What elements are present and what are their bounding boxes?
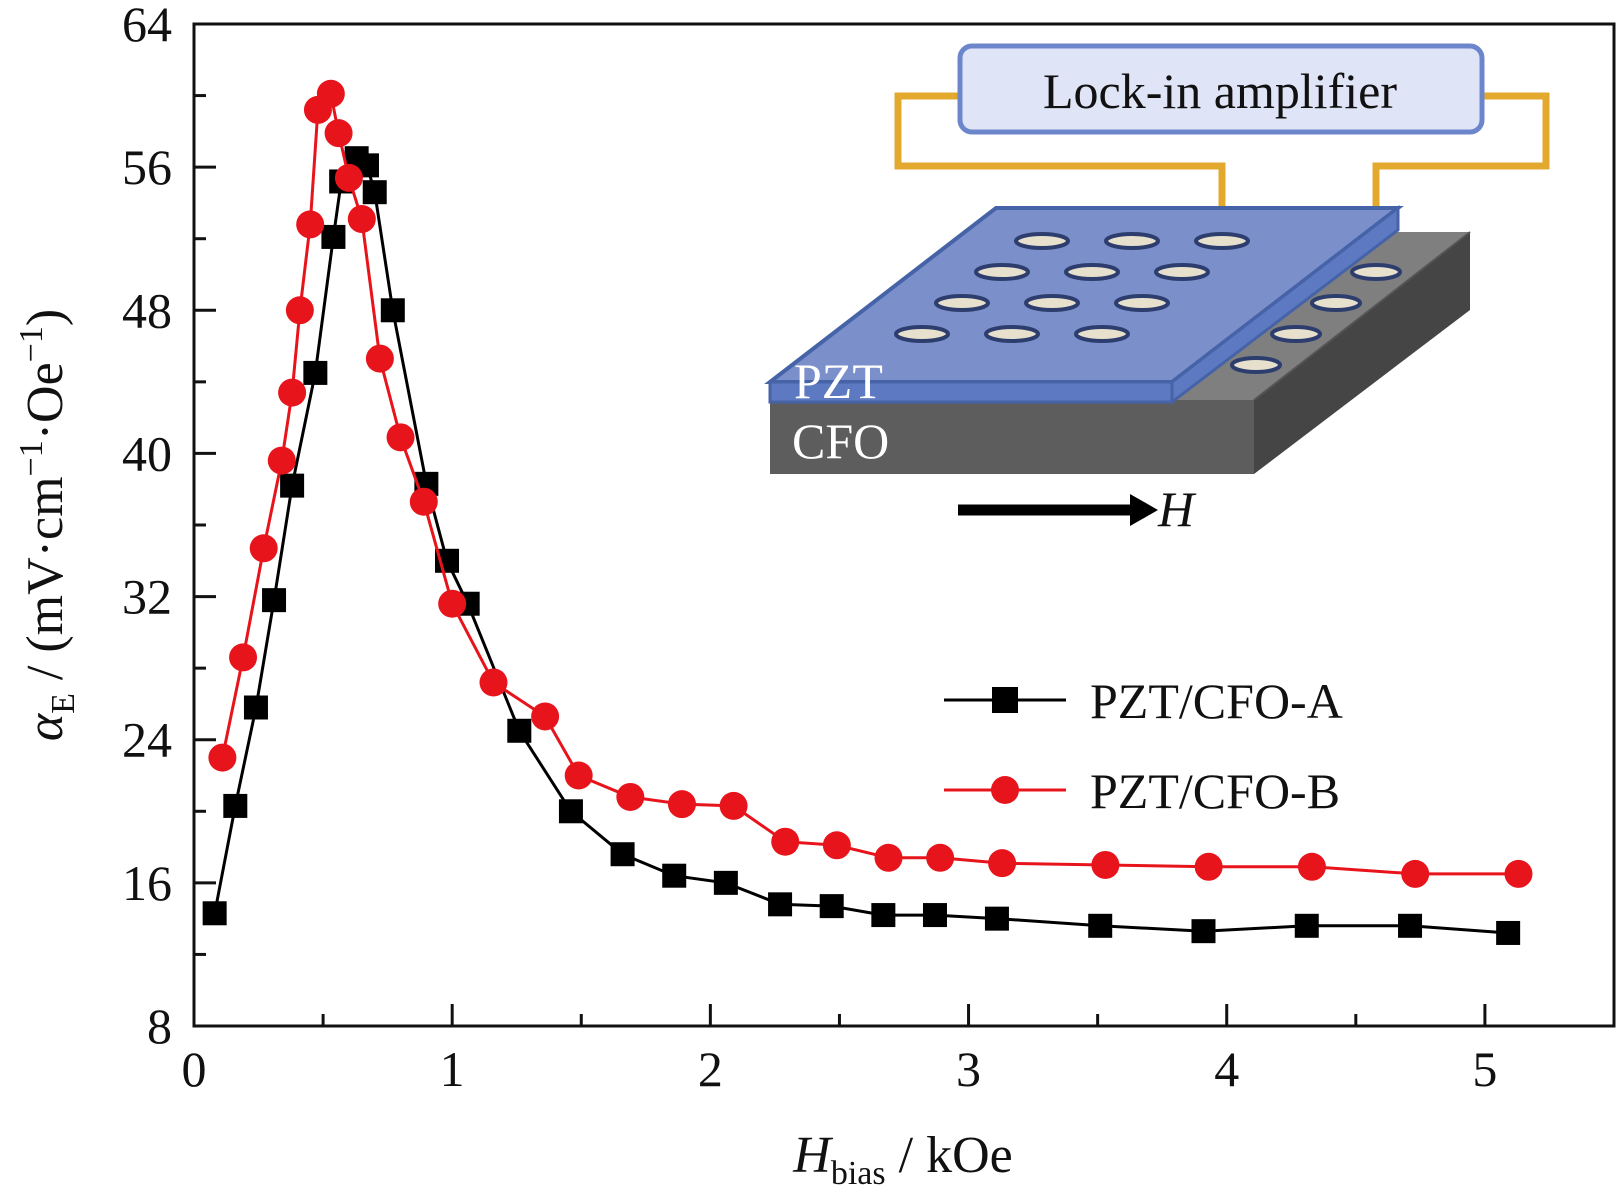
data-point [1504, 859, 1533, 888]
data-point [303, 360, 328, 385]
data-point [719, 791, 748, 820]
data-point [984, 906, 1009, 931]
data-point [819, 894, 844, 919]
data-point [1401, 859, 1430, 888]
data-point [296, 210, 325, 239]
data-point [871, 903, 896, 928]
legend-marker-a [992, 687, 1018, 713]
y-tick-label: 64 [122, 0, 172, 52]
pzt-electrodes [894, 232, 1250, 343]
series-line [213, 156, 1509, 935]
data-point [507, 718, 532, 743]
data-point [1398, 913, 1423, 938]
data-point [1194, 852, 1223, 881]
data-point [267, 446, 296, 475]
data-point [262, 588, 287, 613]
data-series [202, 79, 1533, 945]
lock-in-amplifier-box [957, 43, 1485, 135]
data-point [874, 843, 903, 872]
data-point [324, 119, 353, 148]
field-arrow-head [1130, 494, 1158, 526]
data-point [479, 668, 508, 697]
series-b [208, 79, 1533, 888]
x-tick-label: 4 [1214, 1041, 1239, 1097]
data-point [1496, 920, 1521, 945]
data-point [278, 378, 307, 407]
y-axis: 8 16 24 32 40 48 56 64 [122, 0, 216, 1054]
data-point [223, 793, 248, 818]
data-point [334, 163, 363, 192]
data-point [285, 296, 314, 325]
inset-schematic: Lock-in amplifier [764, 43, 1550, 537]
y-tick-label: 16 [122, 855, 172, 911]
data-point [616, 782, 645, 811]
data-point [564, 761, 593, 790]
lock-in-amplifier-label: Lock-in amplifier [1043, 63, 1397, 119]
data-point [926, 843, 955, 872]
data-point [1091, 850, 1120, 879]
cfo-layer-label: CFO [792, 413, 889, 469]
data-point [409, 487, 438, 516]
data-point [1297, 852, 1326, 881]
data-point [316, 79, 345, 108]
series-a [202, 146, 1521, 945]
data-point [822, 831, 851, 860]
data-point [321, 224, 346, 249]
y-tick-label: 56 [122, 139, 172, 195]
pzt-front-face [768, 380, 1174, 404]
x-axis-label: Hbias / kOe [792, 1127, 1012, 1190]
cfo-front-face [770, 400, 1254, 474]
x-tick-label: 5 [1472, 1041, 1497, 1097]
y-tick-label: 40 [122, 425, 172, 481]
data-point [365, 344, 394, 373]
data-point [202, 901, 227, 926]
pzt-layer-label: PZT [794, 353, 883, 409]
data-point [768, 892, 793, 917]
data-point [771, 827, 800, 856]
data-point [713, 870, 738, 895]
data-point [438, 589, 467, 618]
data-point [347, 205, 376, 234]
data-point [280, 473, 305, 498]
y-tick-label: 32 [122, 569, 172, 625]
data-point [662, 863, 687, 888]
x-tick-label: 0 [182, 1041, 207, 1097]
data-point [229, 643, 258, 672]
y-tick-label: 8 [147, 998, 172, 1054]
data-point [362, 180, 387, 205]
plot-frame [192, 22, 1616, 1028]
data-point [531, 702, 560, 731]
data-point [558, 799, 583, 824]
data-point [1088, 913, 1113, 938]
data-point [208, 743, 237, 772]
cfo-electrodes [1230, 263, 1402, 374]
data-point [988, 849, 1017, 878]
x-axis: 0 1 2 3 4 5 [182, 1004, 1497, 1097]
data-point [922, 903, 947, 928]
x-tick-label: 1 [440, 1041, 465, 1097]
right-wire [1372, 92, 1550, 270]
x-tick-label: 2 [698, 1041, 723, 1097]
field-label: H [1157, 481, 1197, 537]
y-axis-label: αE / (mV·cm−1·Oe−1) [13, 309, 82, 741]
data-point [610, 842, 635, 867]
data-point [243, 695, 268, 720]
legend-marker-b [991, 776, 1019, 804]
data-point [1294, 913, 1319, 938]
legend-label-a: PZT/CFO-A [1090, 673, 1343, 729]
y-tick-label: 24 [122, 712, 172, 768]
data-point [380, 298, 405, 323]
data-point [386, 423, 415, 452]
data-point [667, 790, 696, 819]
legend: PZT/CFO-A PZT/CFO-B [944, 673, 1343, 819]
data-point [1191, 919, 1216, 944]
data-point [249, 534, 278, 563]
y-tick-label: 48 [122, 282, 172, 338]
left-wire [894, 92, 1226, 240]
cfo-side-face [1254, 232, 1470, 474]
legend-label-b: PZT/CFO-B [1090, 763, 1340, 819]
x-tick-label: 3 [956, 1041, 981, 1097]
